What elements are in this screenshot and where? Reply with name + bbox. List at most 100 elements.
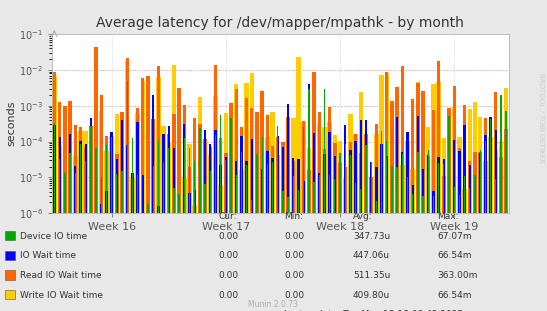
Bar [115, 114, 119, 311]
Bar [141, 78, 144, 311]
Bar [240, 127, 243, 311]
Bar [297, 187, 300, 311]
Bar [301, 122, 306, 311]
Bar [100, 95, 103, 311]
Text: Read IO Wait time: Read IO Wait time [20, 271, 101, 280]
Bar [109, 136, 114, 311]
Bar [479, 153, 481, 311]
Bar [386, 141, 387, 311]
Bar [416, 83, 420, 311]
Bar [105, 136, 108, 311]
Bar [182, 178, 187, 311]
Bar [116, 174, 118, 311]
Bar [167, 126, 170, 311]
Bar [417, 116, 419, 311]
Bar [348, 114, 353, 311]
Bar [504, 129, 508, 311]
Bar [490, 118, 492, 311]
Bar [167, 134, 171, 311]
Bar [312, 73, 316, 311]
Bar [458, 151, 461, 311]
Bar [173, 148, 175, 311]
Bar [257, 154, 258, 311]
Text: Avg:: Avg: [353, 212, 373, 221]
Bar [125, 61, 130, 311]
Bar [106, 145, 107, 311]
Bar [204, 130, 206, 311]
Bar [218, 185, 223, 311]
Bar [438, 157, 440, 311]
Bar [390, 101, 394, 311]
Bar [448, 157, 450, 311]
Bar [397, 167, 398, 311]
Bar [354, 141, 357, 311]
Bar [54, 125, 56, 311]
Bar [505, 142, 507, 311]
Bar [452, 107, 456, 311]
Bar [343, 178, 347, 311]
Bar [447, 120, 451, 311]
Bar [344, 167, 347, 311]
Bar [57, 146, 62, 311]
Bar [178, 193, 180, 311]
Bar [189, 148, 190, 311]
Bar [417, 152, 418, 311]
Bar [333, 142, 336, 311]
Bar [267, 164, 268, 311]
Text: Write IO Wait time: Write IO Wait time [20, 290, 103, 299]
Bar [120, 139, 124, 311]
Bar [126, 58, 129, 311]
Text: 347.73u: 347.73u [353, 232, 390, 241]
Bar [473, 152, 476, 311]
Bar [203, 144, 207, 311]
Bar [245, 83, 249, 311]
Bar [74, 166, 77, 311]
Bar [225, 157, 227, 311]
Bar [421, 140, 425, 311]
Bar [464, 176, 465, 311]
Bar [188, 193, 191, 311]
Bar [95, 148, 97, 311]
Bar [156, 77, 161, 311]
Bar [90, 118, 92, 311]
Bar [266, 115, 269, 311]
Bar [329, 175, 330, 311]
Bar [225, 160, 226, 311]
Bar [369, 193, 374, 311]
Bar [240, 136, 242, 311]
Bar [78, 131, 83, 311]
Bar [500, 202, 502, 311]
Bar [480, 150, 481, 311]
Bar [276, 137, 280, 311]
Bar [318, 173, 321, 311]
Bar [406, 132, 409, 311]
Text: IO Wait time: IO Wait time [20, 251, 75, 260]
Bar [166, 143, 171, 311]
Bar [468, 109, 472, 311]
Bar [208, 146, 212, 311]
Bar [416, 82, 420, 311]
Bar [260, 103, 264, 311]
Text: Last update: Tue May 13 18:00:42 2025: Last update: Tue May 13 18:00:42 2025 [284, 310, 463, 311]
Bar [282, 147, 284, 311]
Bar [84, 147, 88, 311]
Bar [250, 108, 253, 311]
Bar [183, 124, 185, 311]
Bar [312, 72, 316, 311]
Bar [73, 156, 78, 311]
Bar [162, 140, 165, 311]
Bar [432, 192, 435, 311]
Bar [462, 189, 467, 311]
Bar [177, 132, 182, 311]
Bar [132, 138, 133, 311]
Text: 0.00: 0.00 [284, 232, 305, 241]
Bar [443, 159, 445, 311]
Bar [163, 162, 164, 311]
Bar [85, 160, 86, 311]
Bar [194, 161, 195, 311]
Text: 0.00: 0.00 [219, 290, 239, 299]
Bar [89, 126, 92, 311]
Bar [438, 163, 439, 311]
Bar [303, 127, 304, 311]
Bar [400, 66, 404, 311]
